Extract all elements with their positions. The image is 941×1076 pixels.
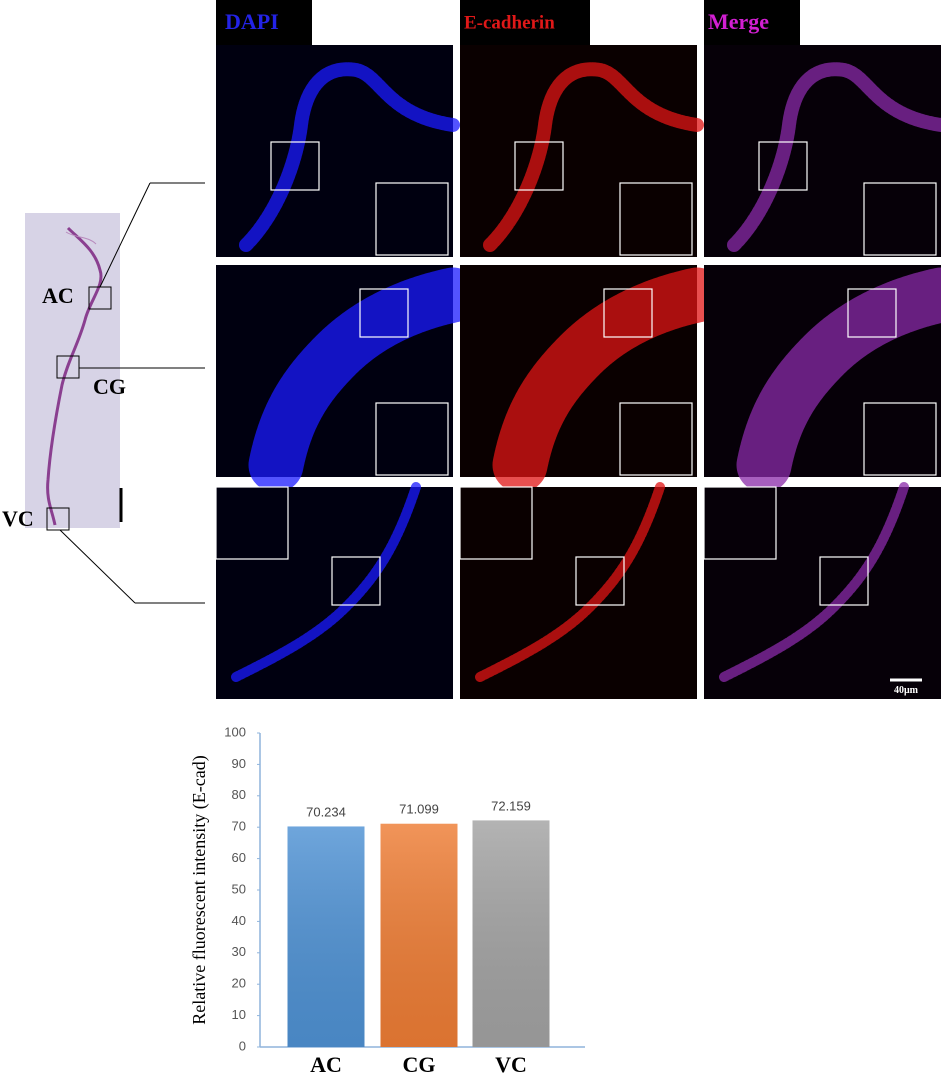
y-tick-label: 20 (232, 976, 246, 991)
inset-box (459, 486, 533, 560)
inset-box (514, 141, 564, 191)
tissue (239, 62, 460, 252)
y-tick-label: 60 (232, 850, 246, 865)
micrograph-bg (460, 45, 697, 257)
y-tick-label: 50 (232, 881, 246, 896)
tissue (719, 482, 909, 682)
inset-box (215, 486, 289, 560)
inset-box (863, 402, 937, 476)
region-box (46, 507, 70, 531)
inset-box (331, 556, 381, 606)
inset-box (863, 182, 937, 256)
tissue (736, 267, 941, 493)
tissue (483, 62, 704, 252)
micrograph-grid (215, 45, 941, 699)
region-box (56, 355, 80, 379)
inset-box (819, 556, 869, 606)
bar-shade (287, 826, 365, 1047)
tissue (727, 62, 941, 252)
micrograph-bg (704, 45, 941, 257)
inset-box (375, 402, 449, 476)
micrograph (704, 265, 941, 493)
inset-box (575, 556, 625, 606)
inset-box (619, 182, 693, 256)
inset-box (847, 288, 897, 338)
x-tick-label: CG (403, 1052, 436, 1076)
scale-bar-label: 40μm (894, 685, 919, 696)
micrograph (215, 482, 453, 699)
inset-box (270, 141, 320, 191)
y-tick-label: 10 (232, 1007, 246, 1022)
inset-box (603, 288, 653, 338)
inset-box (619, 402, 693, 476)
header-box (704, 0, 800, 45)
bar-chart: 0 10 20 30 40 50 60 70 80 90 100 Relative fluoresce… (189, 724, 585, 1076)
y-tick-label: 70 (232, 819, 246, 834)
tissue (231, 482, 421, 682)
value-label: 70.234 (306, 804, 346, 819)
micrograph (704, 45, 941, 257)
header-box (216, 0, 312, 45)
header-box (460, 0, 590, 45)
stain-label: DAPI (225, 9, 279, 34)
tissue-strip (46, 226, 103, 526)
value-label: 71.099 (399, 802, 439, 817)
tissue (492, 267, 725, 493)
y-tick-label: 100 (224, 724, 246, 739)
y-axis-title: Relative fluorescent intensity (E-cad) (189, 755, 210, 1024)
micrograph (216, 265, 481, 493)
micrograph (703, 482, 941, 699)
stain-label: Merge (708, 9, 769, 34)
region-label: AC (42, 283, 74, 308)
tissue (475, 482, 665, 682)
bar-shade (472, 820, 550, 1047)
slide-image (25, 213, 120, 528)
y-tick-label: 30 (232, 944, 246, 959)
y-tick-label: 80 (232, 787, 246, 802)
region-label: CG (93, 374, 126, 399)
micrograph (216, 45, 460, 257)
stain-label: E-cadherin (464, 12, 555, 33)
micrograph-bg (216, 45, 453, 257)
tissue-strip (65, 231, 97, 245)
micrograph (460, 265, 725, 493)
inset-box (359, 288, 409, 338)
inset-box (758, 141, 808, 191)
region-label: VC (2, 506, 34, 531)
y-tick-label: 40 (232, 913, 246, 928)
inset-box (375, 182, 449, 256)
inset-box (703, 486, 777, 560)
bar-shade (380, 823, 458, 1047)
micrograph (459, 482, 697, 699)
tissue (248, 267, 481, 493)
connector (59, 529, 136, 604)
y-tick-label: 0 (239, 1038, 246, 1053)
y-tick-label: 90 (232, 756, 246, 771)
x-tick-label: VC (495, 1052, 527, 1076)
value-label: 72.159 (491, 798, 531, 813)
connector (99, 182, 151, 288)
micrograph (460, 45, 704, 257)
x-tick-label: AC (310, 1052, 342, 1076)
